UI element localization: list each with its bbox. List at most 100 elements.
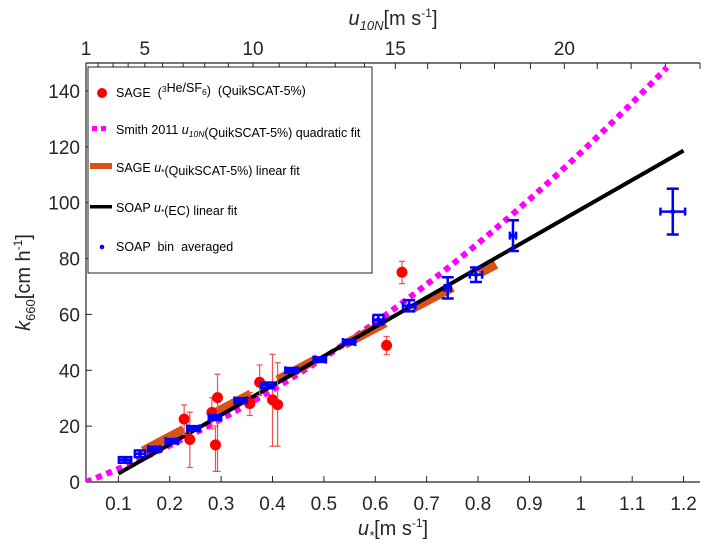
sage-data-point bbox=[209, 425, 221, 472]
legend-item: SOAP u*(EC) linear fit bbox=[90, 201, 238, 218]
soap-marker bbox=[169, 438, 175, 444]
legend-label: SAGE (3He/SF6) (QuikSCAT-5%) bbox=[116, 81, 306, 100]
sage-marker bbox=[184, 434, 196, 446]
y-tick-label: 40 bbox=[59, 361, 80, 382]
soap-marker bbox=[137, 451, 143, 457]
x-tick-label: 0.3 bbox=[208, 494, 234, 515]
legend-item: SAGE u*(QuikSCAT-5%) linear fit bbox=[90, 161, 300, 178]
x-tick-label: 1.1 bbox=[619, 494, 645, 515]
top-x-tick-label: 10 bbox=[242, 39, 263, 60]
soap-bin-point bbox=[312, 355, 328, 364]
sage-data-point bbox=[178, 404, 190, 436]
sage-data-point bbox=[272, 362, 284, 447]
soap-marker bbox=[264, 382, 270, 388]
y-tick-label: 60 bbox=[59, 305, 80, 326]
legend-label: SOAP bin averaged bbox=[116, 240, 233, 254]
sage-data-point bbox=[184, 411, 196, 469]
smith-2011-quadratic-fit-line bbox=[86, 65, 670, 482]
x-tick-label: 0.6 bbox=[362, 494, 388, 515]
soap-bin-point bbox=[233, 396, 249, 405]
x-tick-label: 0.1 bbox=[105, 494, 131, 515]
soap-marker bbox=[473, 272, 479, 278]
legend: SAGE (3He/SF6) (QuikSCAT-5%) Smith 2011 u… bbox=[87, 66, 373, 274]
soap-marker bbox=[510, 233, 516, 239]
y-tick-label: 140 bbox=[48, 82, 80, 103]
legend-orange-bar-icon bbox=[90, 163, 112, 169]
top-x-tick-label: 1 bbox=[81, 39, 92, 60]
legend-item: SOAP bin averaged bbox=[99, 240, 233, 254]
soap-bin-point bbox=[133, 449, 147, 459]
sage-marker bbox=[396, 266, 408, 278]
legend-box bbox=[87, 66, 373, 274]
sage-marker bbox=[381, 339, 393, 351]
sage-data-point bbox=[381, 335, 393, 356]
soap-marker bbox=[122, 457, 128, 463]
soap-marker bbox=[212, 414, 218, 420]
soap-bin-point bbox=[207, 413, 223, 422]
soap-marker bbox=[238, 397, 244, 403]
y-tick-label: 100 bbox=[48, 194, 80, 215]
top-x-tick-label: 15 bbox=[385, 39, 406, 60]
legend-red-dot-icon bbox=[97, 88, 107, 98]
soap-bin-point bbox=[185, 424, 201, 433]
x-tick-label: 0.5 bbox=[311, 494, 337, 515]
legend-magenta-dot-icon bbox=[101, 126, 106, 131]
soap-marker bbox=[406, 303, 412, 309]
legend-blue-dot-icon bbox=[99, 244, 105, 250]
soap-marker bbox=[190, 425, 196, 431]
soap-marker bbox=[289, 367, 295, 373]
sage-linear-fit-line bbox=[140, 260, 499, 455]
sage-data-point bbox=[212, 373, 224, 472]
x-tick-label: 0.4 bbox=[259, 494, 286, 515]
soap-bin-point bbox=[284, 366, 299, 375]
soap-bin-point bbox=[441, 275, 454, 300]
x-tick-label: 0.2 bbox=[157, 494, 183, 515]
y-tick-label: 20 bbox=[59, 417, 80, 438]
legend-label: SOAP u*(EC) linear fit bbox=[116, 201, 238, 218]
soap-marker bbox=[317, 357, 323, 363]
sage-marker bbox=[212, 392, 224, 404]
y-axis-title: k660[cm h-1] bbox=[11, 234, 38, 331]
soap-bin-point bbox=[468, 266, 484, 284]
legend-magenta-dot-icon bbox=[92, 126, 97, 131]
soap-bin-point bbox=[506, 219, 519, 253]
soap-marker bbox=[151, 446, 157, 452]
top-x-axis-title: u10N[m s-1] bbox=[349, 6, 438, 33]
plot-area bbox=[86, 65, 687, 482]
soap-bin-point bbox=[659, 187, 687, 236]
x-tick-label: 0.7 bbox=[413, 494, 439, 515]
soap-bin-point bbox=[146, 445, 162, 454]
soap-bin-point bbox=[341, 338, 357, 347]
x-tick-label: 1 bbox=[576, 494, 587, 515]
legend-label: SAGE u*(QuikSCAT-5%) linear fit bbox=[116, 161, 300, 178]
top-x-tick-label: 5 bbox=[140, 39, 151, 60]
axis-titles: u*[m s-1] u10N[m s-1] k660[cm h-1] bbox=[11, 6, 438, 543]
soap-marker bbox=[346, 339, 352, 345]
legend-item: SAGE (3He/SF6) (QuikSCAT-5%) bbox=[97, 81, 306, 100]
x-tick-label: 1.2 bbox=[670, 494, 696, 515]
x-tick-label: 0.9 bbox=[516, 494, 542, 515]
soap-bin-point bbox=[259, 381, 275, 390]
y-tick-label: 80 bbox=[59, 250, 80, 271]
legend-black-line-icon bbox=[90, 205, 112, 209]
axes: 0.1 0.2 0.3 0.4 0.5 0.6 0.7 0.8 0.9 1 1.1 1.2 0 20 40 6… bbox=[48, 39, 701, 515]
soap-bin-point bbox=[401, 298, 417, 313]
top-x-tick-label: 20 bbox=[554, 39, 575, 60]
plot-group bbox=[86, 65, 687, 482]
x-tick-label: 0.8 bbox=[465, 494, 491, 515]
legend-item: Smith 2011 u10N(QuikSCAT-5%) quadratic f… bbox=[92, 123, 361, 140]
sage-data-point bbox=[396, 260, 408, 285]
x-axis-title: u*[m s-1] bbox=[358, 516, 428, 543]
y-tick-label: 0 bbox=[69, 473, 80, 494]
sage-marker bbox=[209, 439, 221, 451]
soap-marker bbox=[445, 285, 451, 291]
soap-marker bbox=[375, 317, 381, 323]
soap-marker bbox=[670, 209, 676, 215]
soap-bin-point bbox=[164, 437, 180, 446]
soap-bin-point bbox=[371, 313, 385, 326]
sage-marker bbox=[272, 399, 284, 411]
sage-marker bbox=[178, 413, 190, 425]
soap-bin-point bbox=[117, 455, 133, 464]
y-tick-label: 120 bbox=[48, 138, 80, 159]
